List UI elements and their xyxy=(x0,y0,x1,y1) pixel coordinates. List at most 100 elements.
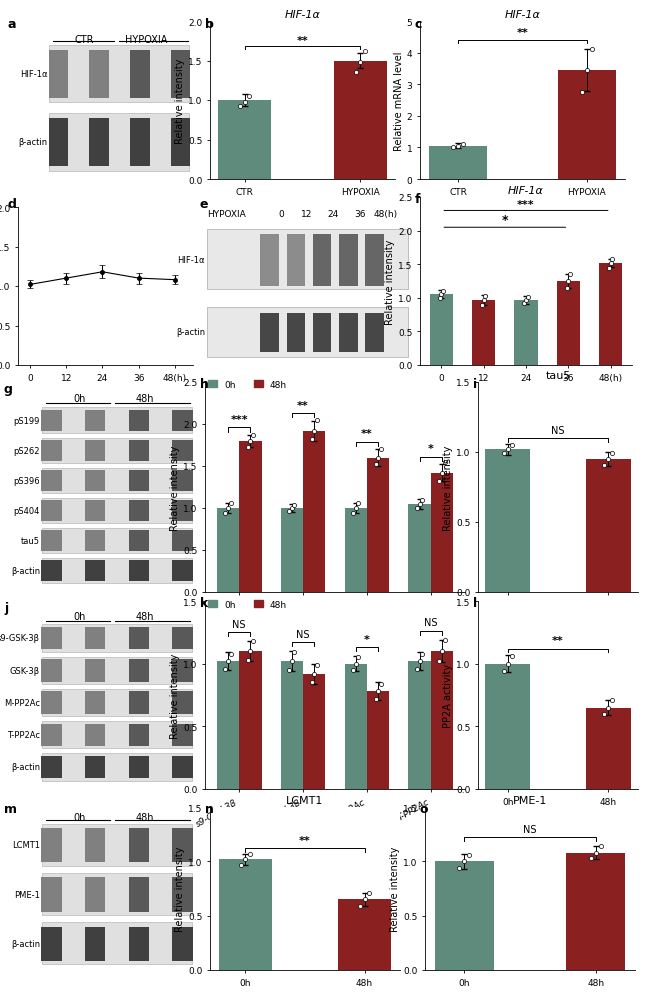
Text: pS262: pS262 xyxy=(14,446,40,455)
Point xyxy=(244,89,254,105)
Text: HYPOXIA: HYPOXIA xyxy=(207,210,246,219)
Title: LCMT1: LCMT1 xyxy=(286,795,324,805)
Bar xyxy=(303,431,326,592)
Point xyxy=(606,255,616,271)
Point xyxy=(364,885,374,901)
Bar xyxy=(84,531,105,552)
Bar xyxy=(172,561,193,581)
Bar xyxy=(129,627,150,650)
Point xyxy=(309,666,319,682)
Point xyxy=(502,441,513,457)
Point xyxy=(307,431,317,447)
Bar xyxy=(84,724,105,746)
Text: **: ** xyxy=(517,28,528,38)
Bar xyxy=(408,661,431,789)
Point xyxy=(458,137,469,153)
Bar xyxy=(42,657,192,684)
Bar xyxy=(84,471,105,492)
Text: HIF-1α: HIF-1α xyxy=(177,255,205,264)
Point xyxy=(289,645,300,661)
Point xyxy=(360,44,370,60)
Text: b: b xyxy=(205,18,214,31)
Point xyxy=(439,454,450,470)
Bar xyxy=(599,263,622,366)
Bar xyxy=(287,235,305,286)
Text: GSK-3β: GSK-3β xyxy=(10,666,40,675)
Bar xyxy=(84,501,105,522)
Bar xyxy=(172,692,193,714)
Point xyxy=(562,280,572,296)
Bar xyxy=(42,438,192,463)
Bar xyxy=(171,52,190,98)
Bar xyxy=(338,900,391,970)
Point xyxy=(287,501,297,517)
Point xyxy=(370,457,381,473)
Bar xyxy=(172,660,193,682)
Text: g: g xyxy=(4,383,13,396)
Text: m: m xyxy=(4,802,17,815)
Bar xyxy=(486,449,530,592)
Bar xyxy=(129,660,150,682)
Text: β-actin: β-actin xyxy=(11,762,40,771)
Point xyxy=(453,139,463,155)
Text: NS: NS xyxy=(296,629,310,639)
Bar xyxy=(472,300,495,366)
Bar xyxy=(218,859,272,970)
Point xyxy=(437,643,447,659)
Text: *: * xyxy=(364,634,370,644)
Text: 48(h): 48(h) xyxy=(374,210,398,219)
Text: ***: *** xyxy=(230,414,248,424)
Bar xyxy=(41,501,62,522)
Text: a: a xyxy=(8,18,16,31)
Bar xyxy=(367,458,389,592)
Bar xyxy=(586,459,630,592)
Text: 48h: 48h xyxy=(136,612,155,622)
Point xyxy=(439,632,450,648)
Y-axis label: Relative intensity: Relative intensity xyxy=(390,846,400,931)
Title: tau5: tau5 xyxy=(545,371,571,381)
Text: h: h xyxy=(200,378,209,391)
Bar xyxy=(313,235,332,286)
Point xyxy=(577,85,587,101)
Bar xyxy=(84,756,105,778)
Bar xyxy=(172,531,193,552)
Bar xyxy=(42,722,192,748)
Point xyxy=(220,661,231,677)
Point xyxy=(242,652,253,668)
Text: c: c xyxy=(415,18,422,31)
Bar xyxy=(49,52,68,98)
Bar xyxy=(129,471,150,492)
Text: tau5: tau5 xyxy=(21,537,40,546)
Point xyxy=(226,646,236,662)
Title: HIF-1α: HIF-1α xyxy=(508,186,544,196)
Bar xyxy=(218,101,270,180)
Point xyxy=(502,656,513,672)
Text: *: * xyxy=(502,214,508,227)
Bar xyxy=(129,692,150,714)
Point xyxy=(412,501,423,517)
Text: NS: NS xyxy=(551,425,565,435)
Point xyxy=(499,664,509,680)
Point xyxy=(309,423,319,439)
Y-axis label: Relative intensity: Relative intensity xyxy=(176,846,185,931)
Point xyxy=(235,857,246,873)
Bar xyxy=(130,52,150,98)
Text: **: ** xyxy=(297,401,309,411)
Bar xyxy=(334,62,387,180)
Point xyxy=(523,290,533,306)
Text: PME-1: PME-1 xyxy=(14,890,40,899)
Point xyxy=(356,55,366,71)
Point xyxy=(242,439,253,455)
Title: HIF-1α: HIF-1α xyxy=(504,10,540,20)
Bar xyxy=(41,411,62,431)
Point xyxy=(415,653,425,669)
Bar xyxy=(281,661,303,789)
Bar xyxy=(41,878,62,911)
Bar xyxy=(172,440,193,461)
Point xyxy=(607,446,618,462)
Point xyxy=(607,693,618,709)
Point xyxy=(506,648,517,664)
Text: pS404: pS404 xyxy=(14,507,40,516)
Point xyxy=(370,691,381,707)
Text: HYPOXIA: HYPOXIA xyxy=(125,35,167,45)
